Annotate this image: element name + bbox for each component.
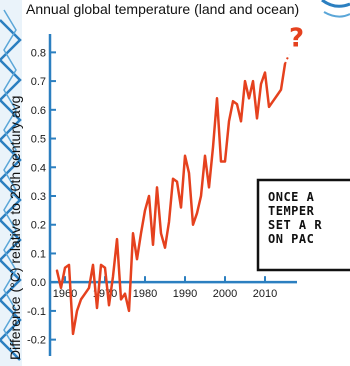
series-group [55, 54, 290, 336]
projection-dashed-line [284, 54, 290, 65]
chart-title: Annual global temperature (land and ocea… [26, 1, 299, 17]
y-tick-label: 0.4 [31, 162, 46, 174]
comic-text-line-2: TEMPER [268, 204, 315, 218]
y-tick-label: 0.7 [31, 76, 46, 88]
y-tick-label: 0.0 [31, 277, 46, 289]
y-tick-label: 0.5 [31, 134, 46, 146]
x-tick-label: 1960 [53, 288, 77, 300]
x-tick-label: 1980 [133, 288, 157, 300]
x-tick-label: 2000 [213, 288, 237, 300]
y-tick-label: 0.3 [31, 191, 46, 203]
y-tick-label: 0.2 [31, 220, 46, 232]
comic-text-line-4: ON PAC [268, 232, 314, 246]
y-axis-label: Difference (°C) relative to 20th century… [7, 96, 23, 360]
annotation-question-mark: ? [289, 24, 304, 54]
y-tick-label: 0.1 [31, 248, 46, 260]
x-tick-label: 2010 [253, 288, 277, 300]
y-tick-label: 0.6 [31, 105, 46, 117]
y-tick-label: -0.2 [27, 335, 46, 347]
comic-text-line-3: SET A R [268, 218, 322, 232]
temperature-series-line [55, 62, 287, 336]
y-tick-label: -0.1 [27, 306, 46, 318]
x-tick-label: 1990 [173, 288, 197, 300]
y-tick-label: 0.8 [31, 47, 46, 59]
axes: -0.2 -0.1 0.0 0.1 0.2 0.3 0.4 0.5 0.6 0.7 0.8 1960 1… [27, 34, 297, 356]
comic-speech-panel: ONCE A TEMPER SET A R ON PAC [256, 178, 350, 272]
comic-text-line-1: ONCE A [268, 190, 315, 204]
